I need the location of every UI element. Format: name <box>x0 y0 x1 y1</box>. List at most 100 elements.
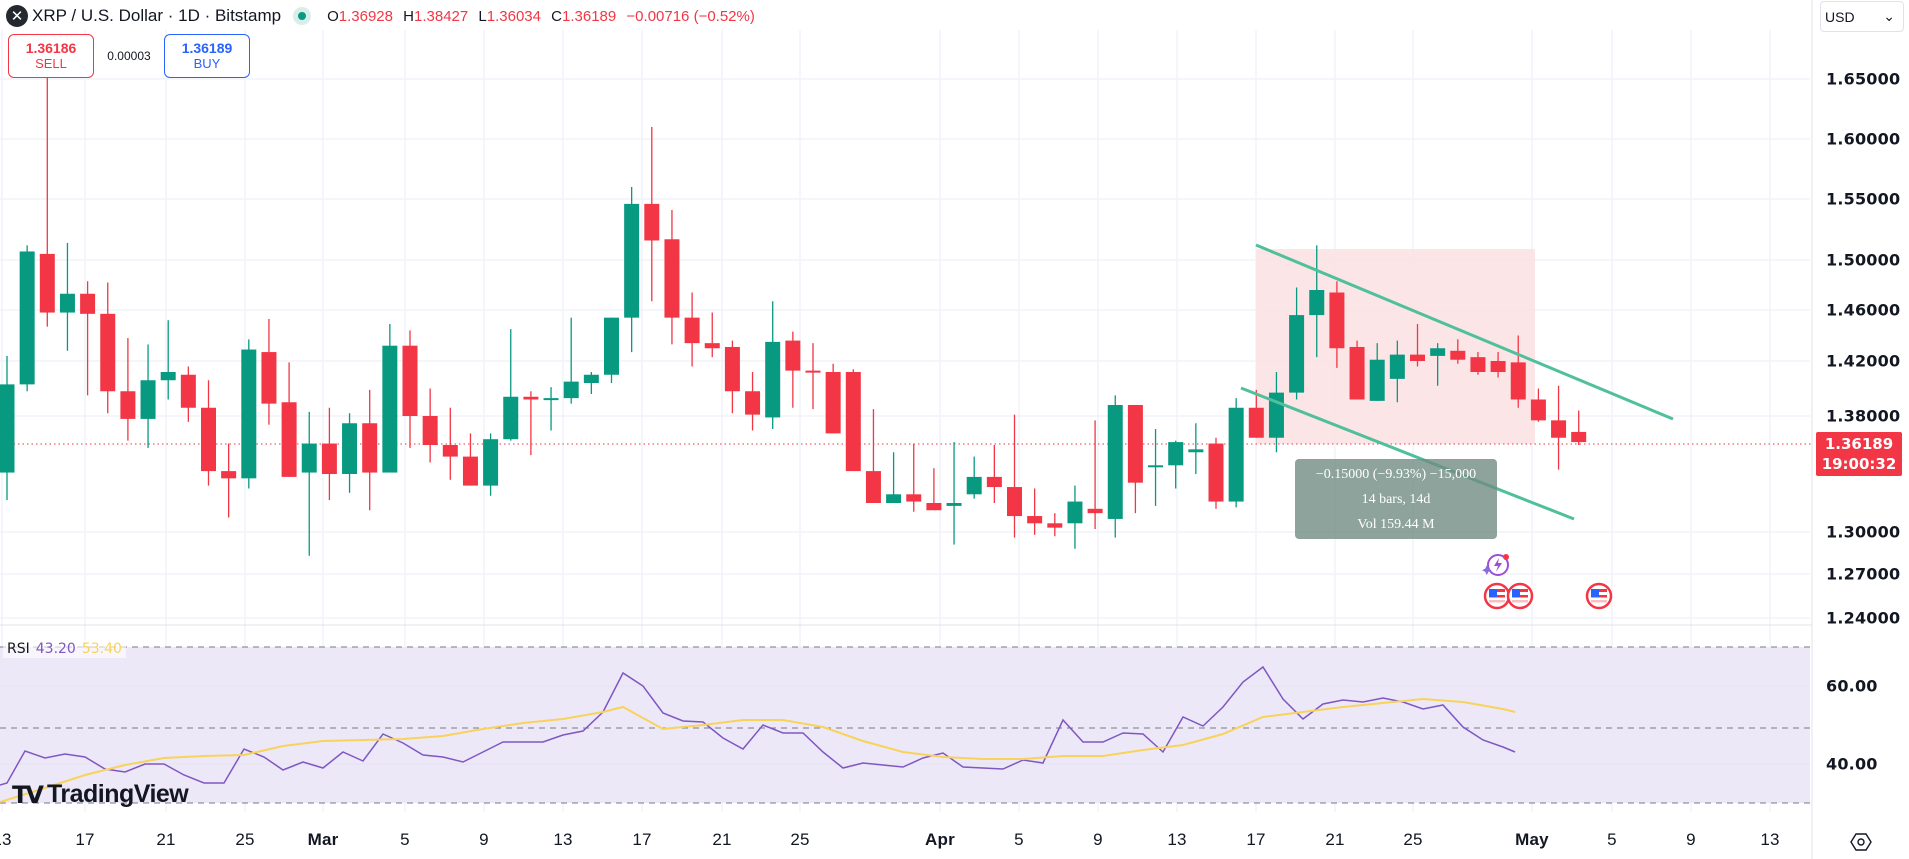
candle <box>644 203 660 241</box>
time-tick-label: Apr <box>925 830 955 849</box>
price-tick-label: 1.60000 <box>1826 129 1901 149</box>
candle <box>966 476 982 495</box>
candle <box>724 346 740 392</box>
candle <box>1289 315 1305 393</box>
candle <box>362 423 378 473</box>
time-tick-label: 5 <box>1607 830 1617 849</box>
candle <box>1107 405 1123 519</box>
tradingview-logo[interactable]: TV TradingView <box>12 780 189 809</box>
candle <box>160 372 176 381</box>
candle <box>120 391 136 419</box>
candle <box>342 423 358 474</box>
spread-value: 0.00003 <box>107 49 151 63</box>
candle <box>321 443 337 474</box>
time-tick-label: 25 <box>790 830 810 849</box>
candle <box>986 476 1002 488</box>
candle <box>946 503 962 506</box>
symbol-legend: ✕ XRP / U.S. Dollar · 1D · Bitstamp O1.3… <box>6 4 755 28</box>
candle <box>422 416 438 445</box>
open-value: 1.36928 <box>338 7 393 25</box>
close-label: C <box>551 7 563 25</box>
candle <box>1047 523 1063 528</box>
candle <box>281 402 297 477</box>
price-tick-label: 1.30000 <box>1826 522 1901 542</box>
sell-price: 1.36186 <box>25 40 77 56</box>
candle <box>382 345 398 473</box>
candle <box>1551 420 1567 438</box>
time-tick-label: 5 <box>400 830 410 849</box>
close-value: 1.36189 <box>562 7 617 25</box>
market-status-icon[interactable] <box>293 7 312 25</box>
currency-select[interactable]: USD ⌄ <box>1820 1 1904 32</box>
candle <box>1188 449 1204 453</box>
candle <box>483 439 499 486</box>
time-tick-label: May <box>1515 830 1549 849</box>
gear-icon[interactable] <box>1850 831 1872 853</box>
buy-button[interactable]: 1.36189 BUY <box>164 34 250 78</box>
candle <box>140 380 156 419</box>
tradingview-mark-icon: TV <box>12 780 44 809</box>
candle <box>624 203 640 318</box>
candle <box>1127 405 1143 483</box>
candle <box>1430 348 1446 356</box>
channel-line <box>1255 243 1674 421</box>
candle <box>1571 431 1587 443</box>
time-tick-label: 13 <box>1167 830 1187 849</box>
price-tick-label: 1.38000 <box>1826 406 1901 426</box>
us-economic-event-icon[interactable] <box>1505 581 1535 611</box>
candle <box>583 374 599 383</box>
candle <box>1410 354 1425 361</box>
buy-price: 1.36189 <box>181 40 233 56</box>
candle <box>503 396 519 440</box>
candle <box>1027 516 1043 524</box>
bar-countdown: 19:00:32 <box>1821 455 1897 473</box>
candle <box>1490 361 1506 372</box>
candle <box>543 398 559 401</box>
us-economic-event-icon[interactable] <box>1584 581 1614 611</box>
time-tick-label: 21 <box>1325 830 1345 849</box>
symbol-title[interactable]: XRP / U.S. Dollar · 1D · Bitstamp <box>32 6 282 25</box>
ai-insight-icon[interactable] <box>1482 551 1512 581</box>
candle <box>684 317 700 344</box>
candle <box>523 396 539 400</box>
candle <box>664 239 680 318</box>
candle <box>926 503 942 511</box>
sell-button[interactable]: 1.36186 SELL <box>8 34 94 78</box>
buy-label: BUY <box>193 56 221 71</box>
price-tick-label: 1.46000 <box>1826 300 1901 320</box>
price-tick-label: 1.42000 <box>1826 351 1901 371</box>
candle <box>704 343 720 349</box>
time-tick-label: 25 <box>1403 830 1423 849</box>
time-tick-label: 9 <box>479 830 489 849</box>
candle <box>785 340 801 371</box>
candle <box>604 317 619 375</box>
trade-buttons: 1.36186 SELL 0.00003 1.36189 BUY <box>8 34 250 78</box>
candle <box>80 293 96 314</box>
candles <box>0 44 1587 556</box>
measure-tooltip: −0.15000 (−9.93%) −15,000 14 bars, 14d V… <box>1295 459 1497 539</box>
price-tick-label: 1.27000 <box>1826 564 1901 584</box>
candle <box>1007 487 1022 517</box>
candle <box>1369 359 1385 401</box>
candle <box>1067 501 1083 524</box>
measure-change: −0.15000 (−9.93%) −15,000 <box>1315 467 1477 482</box>
measure-bars: 14 bars, 14d <box>1361 492 1431 507</box>
candle <box>1208 443 1224 502</box>
time-tick-label: 13 <box>1760 830 1780 849</box>
candle <box>1450 350 1466 360</box>
channel-line <box>1240 386 1575 521</box>
candle <box>1087 508 1103 514</box>
time-tick-label: 17 <box>75 830 95 849</box>
change-value: −0.00716 (−0.52%) <box>626 7 755 25</box>
candle <box>0 384 15 473</box>
candle <box>100 313 116 392</box>
rsi-label: RSI <box>7 641 30 657</box>
last-price: 1.36189 <box>1824 435 1894 453</box>
candle <box>1470 357 1486 372</box>
xrp-logo-icon[interactable]: ✕ <box>6 5 28 27</box>
high-value: 1.38427 <box>414 7 469 25</box>
rsi-legend[interactable]: RSI 43.20 53.40 <box>3 640 126 658</box>
time-tick-label: 9 <box>1093 830 1103 849</box>
price-tick-label: 1.55000 <box>1826 189 1901 209</box>
